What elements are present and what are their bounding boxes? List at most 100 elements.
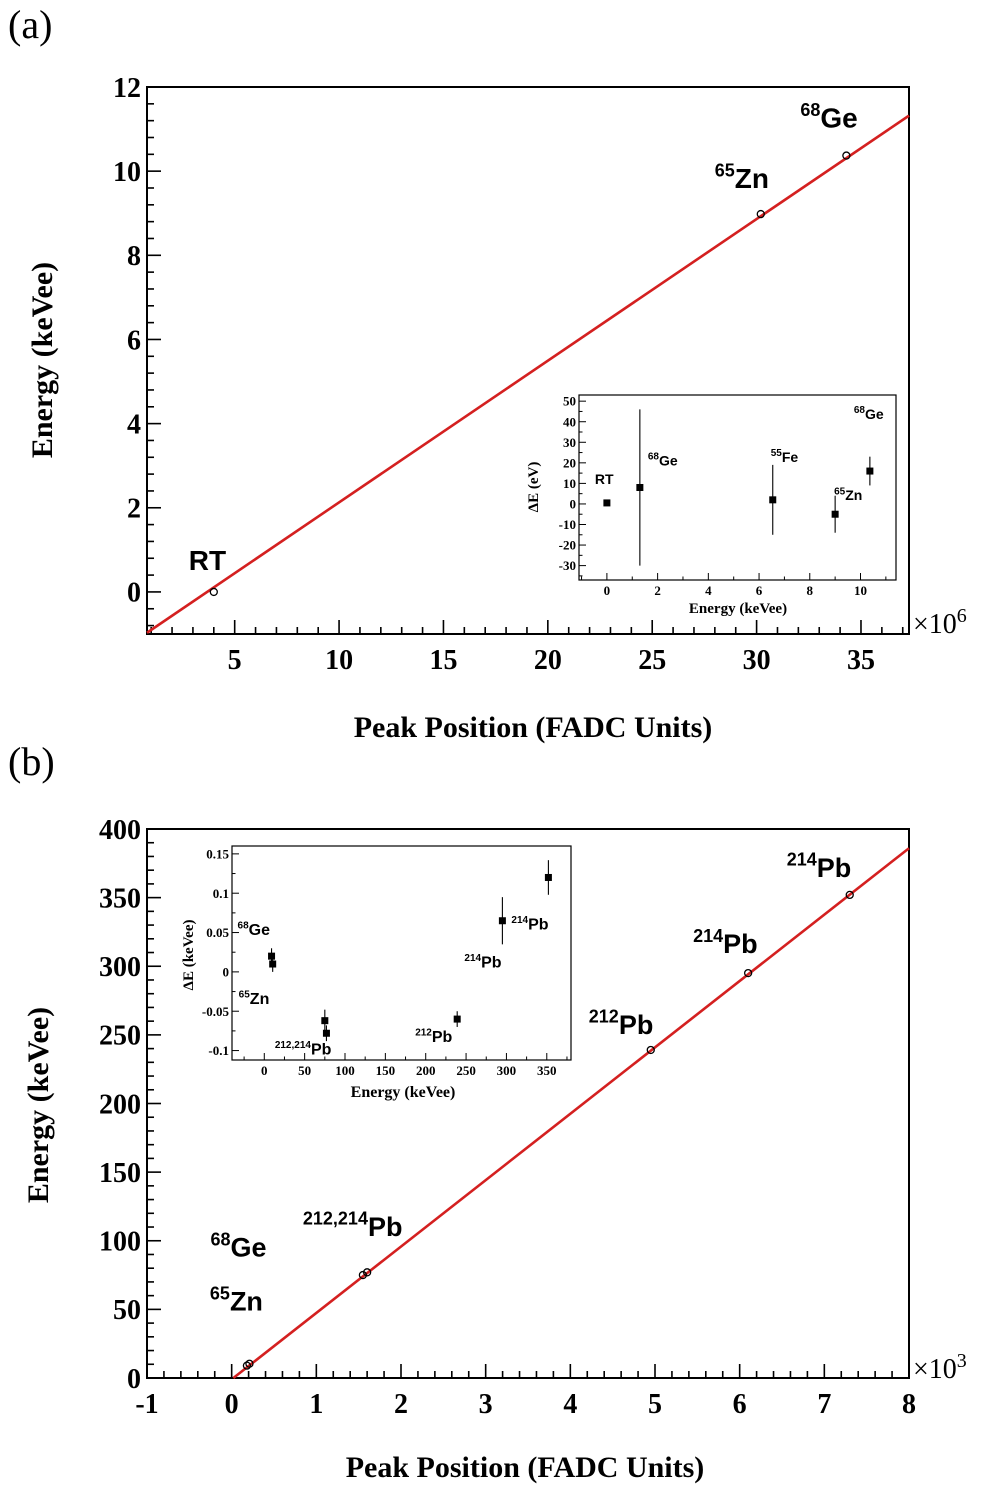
a-inset-y-tick-label: -10 (559, 517, 576, 532)
b-inset-x-tick-label: 200 (416, 1063, 436, 1078)
b-main-x-tick-label: 1 (309, 1389, 323, 1420)
a-main-x-tick-label: 35 (847, 645, 875, 676)
a-main-data-point (209, 587, 218, 597)
a-inset-y-tick-label: 30 (563, 435, 576, 450)
b-main-x-multiplier: ×103 (913, 1350, 967, 1385)
b-main-point-label: 212Pb (589, 1007, 654, 1040)
b-inset-x-tick-label: 0 (261, 1063, 268, 1078)
b-main-x-tick-label: 2 (394, 1389, 408, 1420)
b-main-x-tick-label: 0 (225, 1389, 239, 1420)
b-inset-y-tick-label: -0.05 (202, 1004, 230, 1019)
a-inset-data-point (831, 510, 839, 518)
b-inset-x-tick-label: 250 (456, 1063, 476, 1078)
a-inset-point-label: RT (595, 471, 614, 487)
a-main-x-tick-label: 5 (228, 645, 242, 676)
a-inset-x-tick-label: 8 (807, 583, 814, 598)
a-main-fit-line (146, 114, 910, 634)
b-inset-data-point (498, 917, 506, 925)
b-main-x-tick-label: 8 (902, 1389, 916, 1420)
a-inset-point-label: 65Zn (834, 486, 862, 503)
b-inset-x-tick-label: 100 (335, 1063, 355, 1078)
a-main-x-axis-title: Peak Position (FADC Units) (354, 711, 713, 744)
b-main-y-tick-label: 0 (127, 1364, 141, 1395)
b-inset-point-label: 68Ge (238, 920, 271, 939)
chart-a-inset: 0 2 4 6 8 10 -30 -20 -10 0 10 20 30 40 50 RT 68Ge 55Fe 65Z… (526, 394, 897, 617)
a-inset-y-tick-label: 0 (570, 496, 577, 511)
b-main-y-tick-label: 200 (99, 1089, 141, 1120)
a-main-x-multiplier: ×106 (913, 605, 967, 640)
b-main-data-point (362, 1268, 372, 1277)
b-inset-point-label: 214Pb (511, 915, 548, 934)
b-main-data-point (358, 1270, 368, 1280)
b-inset-data-point (453, 1015, 461, 1023)
a-main-y-tick-label: 2 (127, 494, 141, 525)
a-inset-point-label: 68Ge (648, 452, 678, 469)
b-inset-y-tick-label: 0.15 (206, 846, 229, 861)
b-inset-data-point (322, 1029, 330, 1037)
b-main-y-tick-label: 150 (99, 1158, 141, 1189)
b-inset-x-axis-title: Energy (keVee) (351, 1084, 456, 1101)
a-main-y-tick-label: 4 (127, 409, 141, 440)
b-inset-plot-frame (231, 845, 572, 1061)
b-inset-data-point (269, 960, 277, 968)
b-main-x-tick-label: 5 (648, 1389, 662, 1420)
a-inset-x-tick-label: 6 (756, 583, 763, 598)
b-inset-point-label: 212,214Pb (275, 1040, 332, 1059)
a-main-data-point (756, 209, 765, 219)
a-inset-x-tick-label: 0 (604, 583, 611, 598)
a-main-y-tick-label: 0 (127, 578, 141, 609)
b-inset-data-point (268, 952, 276, 960)
b-main-y-tick-label: 350 (99, 883, 141, 914)
a-inset-x-axis-title: Energy (keVee) (689, 601, 787, 617)
a-inset-data-point (636, 484, 644, 491)
a-inset-data-point (603, 499, 611, 507)
a-inset-y-tick-label: 20 (563, 455, 576, 470)
b-main-point-label: 68Ge (210, 1229, 266, 1262)
b-inset-y-tick-label: 0 (223, 964, 230, 979)
a-main-x-tick-label: 15 (429, 645, 457, 676)
a-main-point-label: RT (189, 545, 226, 576)
b-inset-x-tick-label: 300 (497, 1063, 517, 1078)
a-inset-y-tick-label: 40 (563, 414, 576, 429)
b-main-x-tick-label: 4 (563, 1389, 577, 1420)
b-main-y-tick-label: 300 (99, 952, 141, 983)
a-inset-x-tick-label: 2 (654, 583, 661, 598)
a-main-data-point (842, 151, 851, 160)
b-main-x-tick-label: 7 (817, 1389, 831, 1420)
b-main-point-label: 212,214Pb (303, 1209, 403, 1242)
panel-b-label: (b) (8, 739, 55, 784)
b-inset-x-tick-label: 50 (298, 1063, 311, 1078)
a-inset-y-tick-label: 50 (563, 394, 576, 409)
b-main-data-point (845, 890, 854, 900)
b-main-x-tick-label: 6 (733, 1389, 747, 1420)
b-inset-data-point (321, 1017, 329, 1025)
b-main-x-axis-title: Peak Position (FADC Units) (346, 1451, 705, 1484)
b-main-data-point (743, 968, 753, 978)
a-main-y-tick-label: 10 (113, 157, 141, 188)
b-inset-y-tick-label: 0.1 (213, 886, 229, 901)
b-inset-point-label: 214Pb (464, 953, 501, 972)
chart-b-inset: 0 50 100 150 200 250 300 350 -0.1 -0.05 0 0.05 0.1 0.… (181, 845, 572, 1101)
b-main-point-label: 214Pb (693, 926, 758, 959)
b-main-y-tick-label: 250 (99, 1021, 141, 1052)
panel-a-label: (a) (8, 2, 52, 47)
b-main-y-axis-title: Energy (keVee) (22, 1007, 55, 1203)
a-main-x-tick-label: 20 (534, 645, 562, 676)
b-inset-x-tick-label: 350 (537, 1063, 557, 1078)
b-main-data-point (646, 1045, 655, 1055)
b-inset-y-tick-label: -0.1 (208, 1043, 229, 1058)
a-main-y-tick-label: 12 (113, 73, 141, 104)
a-main-y-axis-title: Energy (keVee) (26, 262, 59, 458)
a-inset-x-tick-label: 10 (854, 583, 867, 598)
a-main-y-tick-label: 6 (127, 325, 141, 356)
a-main-point-label: 65Zn (715, 160, 769, 194)
a-main-x-tick-label: 25 (638, 645, 666, 676)
b-inset-x-tick-label: 150 (376, 1063, 396, 1078)
a-inset-y-tick-label: 10 (563, 476, 576, 491)
b-main-data-point (245, 1359, 254, 1368)
a-inset-data-point (769, 496, 777, 504)
a-inset-point-label: 68Ge (854, 405, 884, 422)
b-inset-y-tick-label: 0.05 (206, 925, 229, 940)
a-inset-plot-frame (578, 394, 897, 581)
